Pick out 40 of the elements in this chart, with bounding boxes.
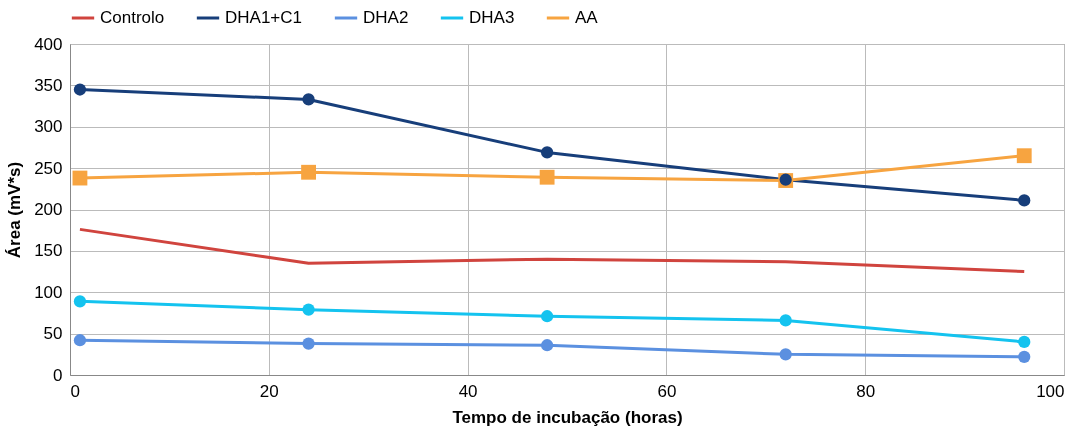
point	[301, 164, 316, 180]
y-tick-label: 50	[43, 324, 63, 344]
legend-label: DHA1+C1	[225, 8, 303, 27]
point	[539, 169, 555, 185]
y-axis-title: Área (mV*s)	[5, 161, 25, 259]
point	[779, 314, 792, 327]
point	[302, 337, 315, 350]
line-series	[78, 227, 1026, 274]
point	[1018, 350, 1031, 363]
point	[541, 339, 554, 352]
legend-label: Controlo	[100, 8, 165, 27]
y-tick-label: 400	[34, 34, 63, 54]
legend-label: AA	[575, 8, 599, 27]
legend-label: DHA3	[469, 8, 515, 27]
x-tick-label: 0	[70, 381, 80, 401]
point	[779, 348, 792, 361]
point	[1018, 194, 1031, 207]
y-tick-label: 300	[34, 117, 63, 137]
y-tick-label: 200	[34, 200, 63, 219]
y-tick-label: 150	[34, 241, 63, 261]
y-tick-label: 350	[34, 75, 63, 95]
point	[302, 303, 315, 316]
point	[73, 83, 87, 96]
point	[541, 146, 554, 159]
point	[73, 334, 87, 347]
x-tick-label: 80	[856, 381, 876, 401]
point	[541, 310, 554, 323]
y-tick-label: 0	[53, 365, 63, 385]
x-axis-title: Tempo de incubação (horas)	[452, 407, 683, 427]
legend-label: DHA2	[363, 8, 409, 27]
y-tick-label: 100	[34, 282, 63, 302]
x-tick-label: 60	[657, 381, 677, 401]
y-tick-label: 250	[34, 158, 63, 178]
x-tick-label: 100	[1036, 381, 1065, 401]
point	[302, 93, 315, 106]
point	[1018, 335, 1031, 349]
point	[73, 295, 87, 308]
point	[1016, 148, 1032, 164]
x-tick-label: 40	[458, 381, 478, 401]
x-tick-label: 20	[259, 381, 279, 401]
